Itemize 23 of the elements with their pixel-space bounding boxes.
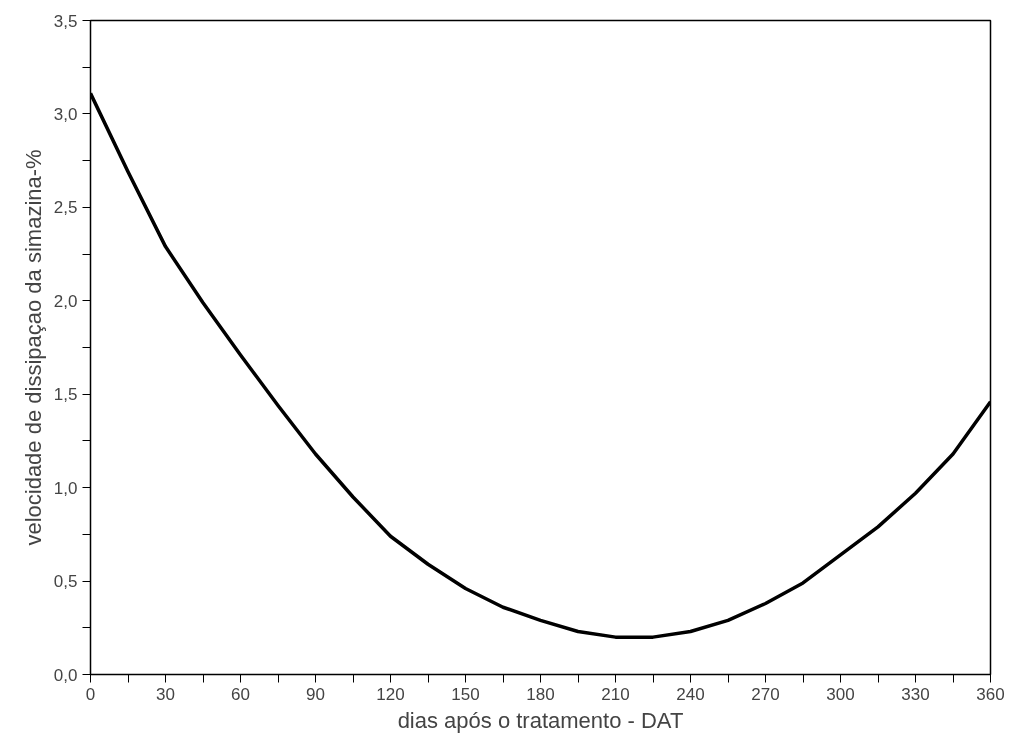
y-tick-label: 1,5 bbox=[53, 385, 78, 405]
y-tick-label: 3,0 bbox=[53, 104, 78, 124]
x-tick-label: 60 bbox=[231, 684, 250, 704]
y-tick-label: 2,0 bbox=[53, 291, 78, 311]
x-tick-label: 240 bbox=[676, 684, 705, 704]
x-tick-label: 150 bbox=[451, 684, 480, 704]
x-tick-label: 270 bbox=[751, 684, 780, 704]
x-tick-label: 0 bbox=[85, 684, 96, 704]
y-tick-label: 2,5 bbox=[53, 198, 78, 218]
x-axis-title: dias após o tratamento - DAT bbox=[397, 707, 684, 733]
x-tick-label: 120 bbox=[376, 684, 405, 704]
y-tick-label: 1,0 bbox=[53, 478, 78, 498]
y-tick-label: 0,0 bbox=[53, 665, 78, 685]
y-tick-label: 3,5 bbox=[53, 11, 78, 31]
y-axis-title: velocidade de dissipaçao da simazina-% bbox=[20, 149, 46, 546]
x-tick-label: 210 bbox=[601, 684, 630, 704]
x-tick-label: 30 bbox=[156, 684, 175, 704]
x-tick-label: 360 bbox=[976, 684, 1005, 704]
x-tick-label: 180 bbox=[526, 684, 555, 704]
y-tick-label: 0,5 bbox=[53, 572, 78, 592]
x-tick-label: 330 bbox=[901, 684, 930, 704]
x-tick-label: 90 bbox=[306, 684, 325, 704]
x-tick-label: 300 bbox=[826, 684, 855, 704]
